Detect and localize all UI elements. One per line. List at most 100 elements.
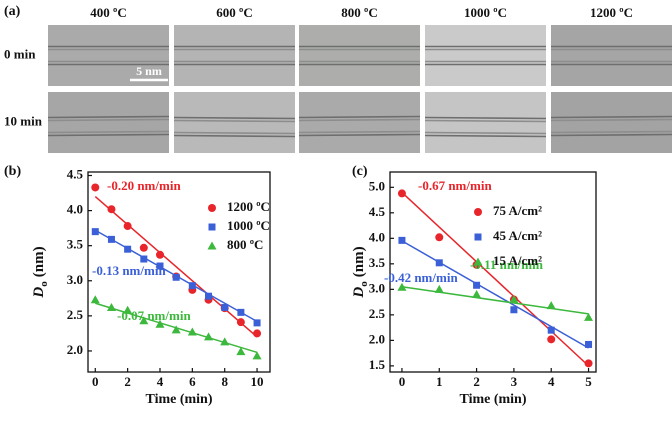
legend-label: 75 A/cm² [493,203,542,218]
x-tick-label: 2 [473,374,480,389]
tube-wall [173,119,296,123]
tube-wall [298,133,421,137]
marker [91,183,100,192]
y-tick-label: 4.5 [67,166,84,181]
legend-label: 1200 ºC [227,199,270,214]
marker [473,281,481,289]
marker [236,318,245,327]
tem-images [47,25,672,153]
panel-label: (b) [4,164,21,179]
y-tick-label: 2.0 [369,331,385,346]
marker [584,359,593,368]
tem-image [551,25,672,86]
y-tick-label: 5.0 [369,178,385,193]
y-tick-label: 4.0 [67,202,83,217]
tube-wall [424,119,547,123]
marker [398,236,406,244]
x-tick-label: 3 [511,374,518,389]
marker [253,329,262,338]
marker [434,284,444,293]
tem-image [299,92,420,153]
x-tick-label: 0 [92,374,99,389]
column-header: 1000 ºC [464,5,507,20]
marker [139,316,149,325]
annotation: -0.42 nm/min [384,270,458,285]
fit-line [401,286,589,315]
x-axis-label: Time (min) [459,392,526,407]
marker [205,292,213,300]
column-header: 1200 ºC [590,5,633,20]
y-tick-label: 4.0 [369,229,385,244]
tube-wall [550,118,672,122]
marker [509,295,519,304]
tube-wall [173,134,296,138]
y-tick-label: 3.5 [369,255,386,270]
y-unit: (nm) [351,246,367,277]
x-tick-label: 2 [124,374,131,389]
plot-frame [87,171,271,373]
marker [124,245,132,253]
marker [139,243,148,252]
x-tick-label: 6 [189,374,196,389]
legend-label: 1000 ºC [227,218,270,233]
marker [236,347,246,356]
tube-wall [550,115,672,119]
tube-wall [47,130,170,134]
x-tick-label: 8 [221,374,228,389]
y-tick-label: 2.5 [67,307,84,322]
panel-label: (c) [352,164,368,179]
tube-wall [173,131,296,135]
marker [510,306,518,314]
tube-wall [424,116,547,120]
marker [547,326,555,334]
marker [547,335,556,344]
legend-marker [474,233,482,241]
x-tick-label: 0 [399,374,406,389]
tube-wall [298,118,421,122]
marker [90,295,100,304]
y-symbol: D [31,287,47,299]
marker [435,259,443,267]
marker [172,273,180,281]
tube-wall [173,116,296,120]
tube-wall [47,133,170,137]
marker [123,222,132,231]
legend-label: 15 A/cm² [493,253,542,268]
y-tick-label: 4.5 [369,204,386,219]
y-subscript: o [358,281,370,287]
legend-marker [473,257,483,266]
y-axis-label: Do (nm) [31,246,49,298]
legend-marker [474,208,482,216]
tem-image [299,25,420,86]
marker [155,319,165,328]
marker [106,302,116,311]
fit-line [401,191,590,367]
legend-label: 45 A/cm² [493,228,542,243]
column-header: 600 ºC [216,5,252,20]
marker [585,340,593,348]
legend-marker [208,204,216,212]
marker [253,319,261,327]
marker [546,301,556,310]
tem-image [551,92,672,153]
tem-image [48,92,169,153]
x-tick-label: 10 [251,374,264,389]
row-label: 0 min [4,46,36,61]
legend-marker [208,223,216,231]
tube-wall [424,134,547,138]
tube-wall [298,115,421,119]
annotation: -0.07 nm/min [117,308,191,323]
y-symbol: D [351,287,367,299]
tem-image [425,25,546,86]
tem-image [174,92,295,153]
marker [156,262,164,270]
marker [237,308,245,316]
annotation: -0.13 nm/min [92,263,166,278]
marker [140,255,148,263]
marker [220,337,230,346]
annotation: -0.67 nm/min [418,178,492,193]
tube-wall [550,130,672,134]
tube-wall [550,133,672,137]
marker [584,312,594,321]
y-tick-label: 1.5 [369,357,386,372]
